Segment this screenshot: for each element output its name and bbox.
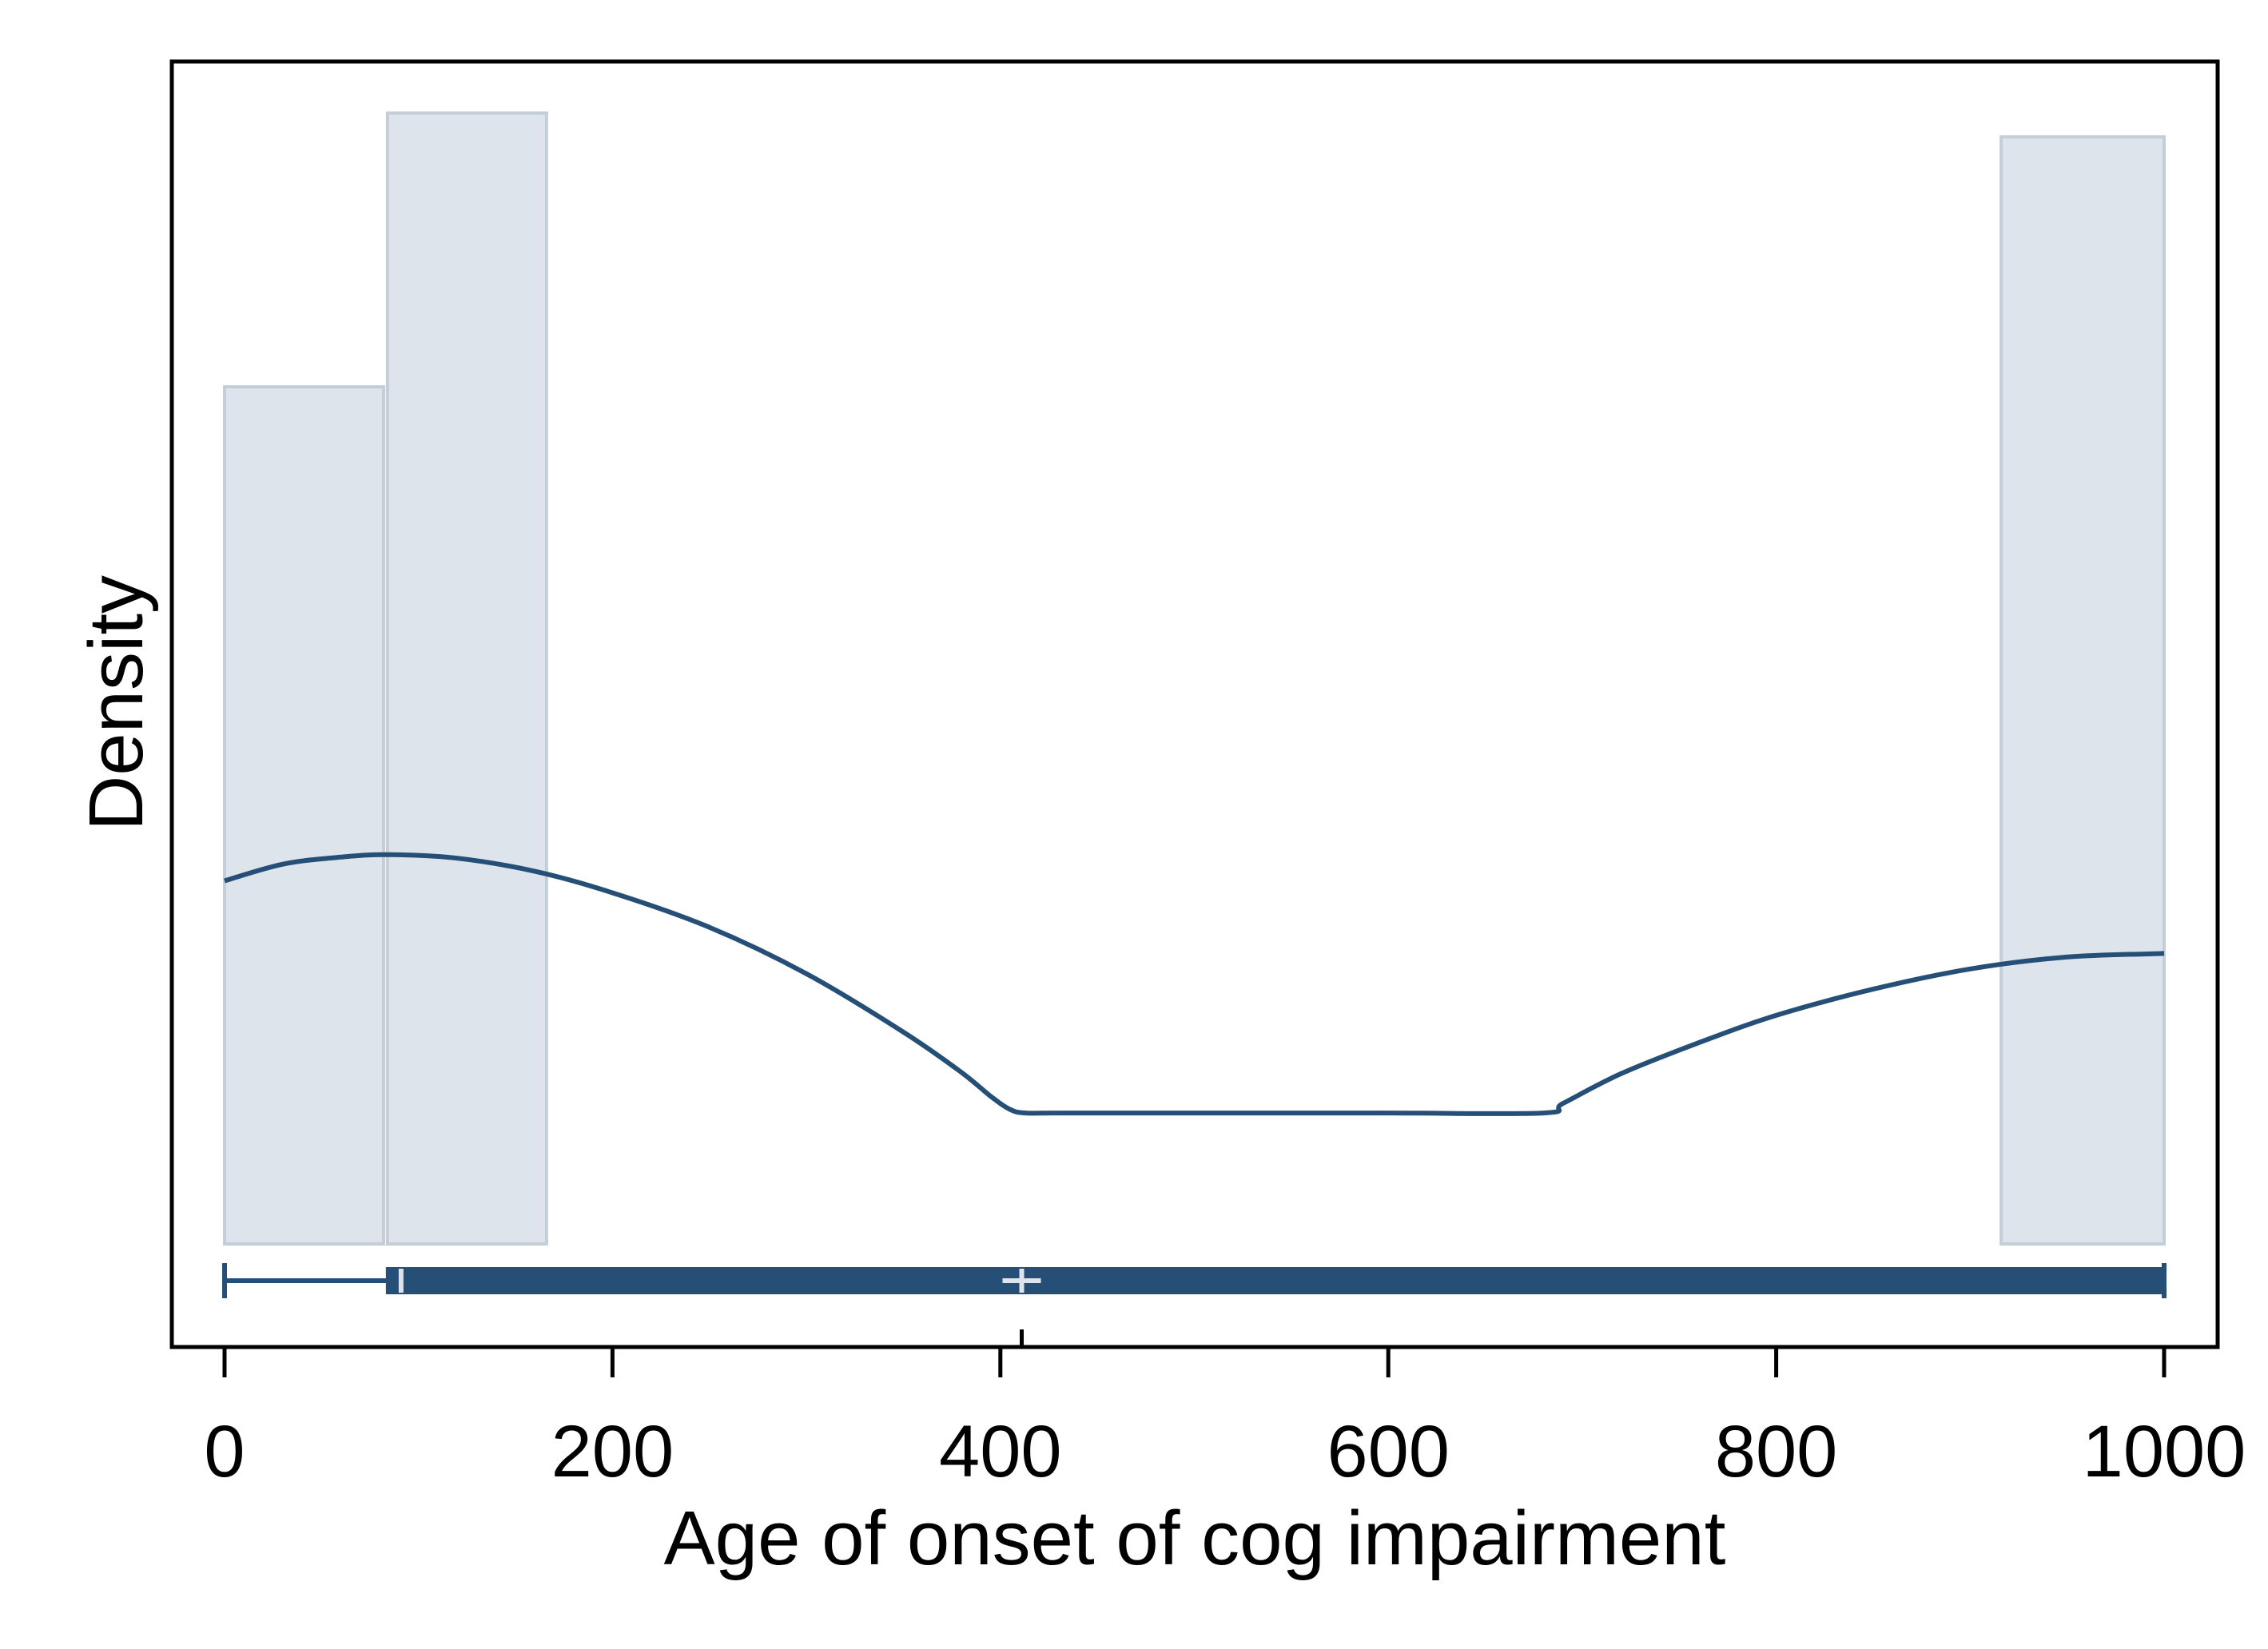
x-tick-label: 600 [1327, 1411, 1450, 1492]
x-tick-label: 800 [1715, 1411, 1838, 1492]
x-tick-label: 400 [939, 1411, 1062, 1492]
histogram-bars [223, 111, 2167, 1246]
box-iqr [385, 1267, 2167, 1294]
plot-frame [169, 59, 2220, 1349]
histogram-bar [223, 385, 386, 1246]
box-plot [222, 1263, 2167, 1347]
x-tick-label: 0 [204, 1411, 245, 1492]
x-axis-title: Age of onset of cog impairment [664, 1496, 1726, 1581]
x-tick-label: 1000 [2083, 1411, 2246, 1492]
histogram-bar [385, 111, 548, 1246]
x-axis: 0 200 400 600 800 1000 [204, 1347, 2246, 1492]
density-curve-layer [224, 852, 2165, 1116]
x-tick-label: 200 [551, 1411, 674, 1492]
y-axis-title: Density [74, 575, 159, 831]
histogram-bar [1999, 135, 2167, 1246]
density-curve [224, 852, 2165, 1116]
